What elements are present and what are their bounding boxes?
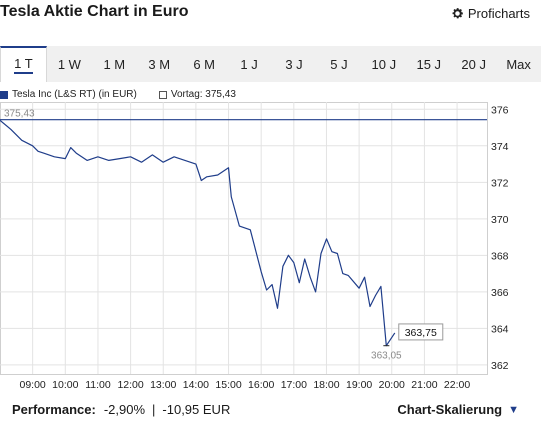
legend-series: Tesla Inc (L&S RT) (in EUR) — [0, 89, 137, 100]
tab-3j[interactable]: 3 J — [272, 46, 317, 82]
tab-max[interactable]: Max — [496, 46, 541, 82]
x-tick-label: 15:00 — [215, 379, 241, 391]
tab-label: 1 M — [103, 56, 126, 72]
tab-1m[interactable]: 1 M — [92, 46, 137, 82]
last-value-label: 363,75 — [405, 327, 437, 339]
x-tick-label: 11:00 — [85, 379, 111, 391]
x-tick-label: 18:00 — [313, 379, 339, 391]
performance-label: Performance: — [12, 402, 96, 417]
performance-pct: -2,90% — [103, 402, 146, 417]
chevron-down-icon: ▼ — [508, 403, 519, 416]
page-title: Tesla Aktie Chart in Euro — [0, 3, 189, 20]
tab-3m[interactable]: 3 M — [137, 46, 182, 82]
x-tick-label: 20:00 — [379, 379, 405, 391]
x-tick-label: 19:00 — [346, 379, 372, 391]
tab-20j[interactable]: 20 J — [451, 46, 496, 82]
y-tick-label: 370 — [491, 214, 509, 226]
x-tick-label: 21:00 — [411, 379, 437, 391]
tab-label: 15 J — [416, 56, 442, 72]
x-tick-label: 12:00 — [117, 379, 143, 391]
chart-legend: Tesla Inc (L&S RT) (in EUR) Vortag: 375,… — [0, 89, 258, 100]
y-tick-label: 376 — [491, 104, 509, 116]
performance-abs: -10,95 EUR — [162, 402, 231, 417]
chart-scaling-dropdown[interactable]: Chart-Skalierung ▼ — [397, 402, 519, 417]
x-tick-label: 22:00 — [444, 379, 470, 391]
tab-label: 6 M — [193, 56, 215, 72]
tab-label: 10 J — [371, 56, 397, 72]
legend-series-label: Tesla Inc (L&S RT) (in EUR) — [12, 89, 137, 100]
plot-frame — [0, 102, 488, 375]
tab-1w[interactable]: 1 W — [47, 46, 92, 82]
tab-1j[interactable]: 1 J — [227, 46, 272, 82]
x-tick-label: 10:00 — [52, 379, 78, 391]
price-chart[interactable]: 362 364 366 368 370 372 374 376 09:00 10:00 11:00 1… — [0, 102, 541, 392]
tab-label: 1 J — [240, 56, 258, 72]
tab-5j[interactable]: 5 J — [316, 46, 361, 82]
x-tick-label: 17:00 — [281, 379, 307, 391]
x-tick-label: 14:00 — [183, 379, 209, 391]
price-series-line — [0, 119, 396, 347]
previous-close-label: 375,43 — [4, 109, 35, 120]
tab-label: 5 J — [330, 56, 348, 72]
gear-icon — [452, 8, 463, 19]
y-tick-label: 372 — [491, 177, 509, 189]
tab-label: 3 M — [148, 56, 171, 72]
tab-6m[interactable]: 6 M — [182, 46, 227, 82]
tab-label: Max — [506, 56, 531, 72]
y-tick-label: 364 — [491, 323, 509, 335]
chart-scaling-label: Chart-Skalierung — [397, 402, 503, 417]
tab-label: 1 T — [14, 56, 33, 74]
series-swatch-icon — [0, 90, 8, 99]
x-tick-label: 16:00 — [248, 379, 274, 391]
tab-15j[interactable]: 15 J — [406, 46, 451, 82]
performance-separator: | — [152, 402, 156, 417]
tab-label: 1 W — [57, 56, 81, 72]
y-tick-label: 366 — [491, 287, 509, 299]
proficharts-label: Proficharts — [467, 6, 530, 21]
timeframe-tabs: 1 T 1 W 1 M 3 M 6 M 1 J 3 J 5 J 10 J 15 J 20 J Max — [0, 46, 541, 82]
tab-label: 20 J — [461, 56, 486, 72]
last-value-box — [398, 323, 444, 341]
y-tick-label: 362 — [491, 360, 509, 372]
legend-previous-label: Vortag: 375,43 — [170, 89, 236, 100]
tab-10j[interactable]: 10 J — [361, 46, 406, 82]
previous-swatch-icon — [158, 90, 167, 99]
price-chart-svg: 362 364 366 368 370 372 374 376 09:00 10:00 11:00 1… — [0, 102, 509, 391]
proficharts-button[interactable]: Proficharts — [451, 6, 530, 21]
low-value-label: 363,05 — [371, 351, 402, 362]
y-tick-label: 374 — [491, 141, 509, 153]
legend-previous: Vortag: 375,43 — [158, 89, 236, 100]
tab-label: 3 J — [285, 56, 303, 72]
performance-summary: Performance: -2,90% | -10,95 EUR — [12, 402, 230, 417]
tab-1t[interactable]: 1 T — [0, 46, 47, 82]
x-tick-label: 09:00 — [20, 379, 46, 391]
x-tick-label: 13:00 — [150, 379, 176, 391]
y-tick-label: 368 — [491, 250, 509, 262]
